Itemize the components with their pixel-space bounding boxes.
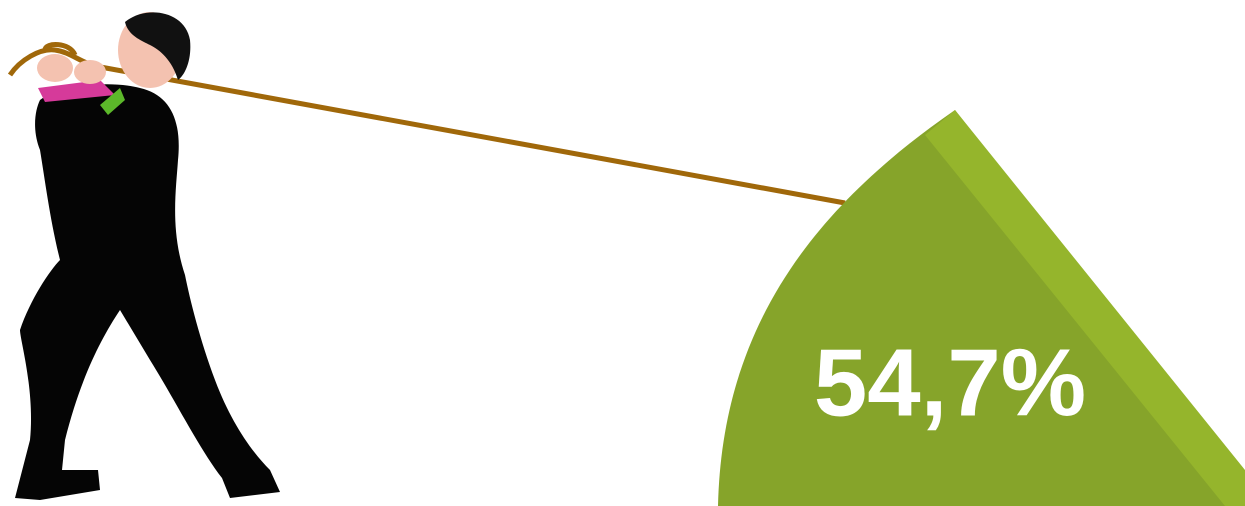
- value-label: 54,7%: [814, 329, 1086, 436]
- man-figure: [15, 12, 280, 501]
- wedge-edge: [925, 110, 1245, 506]
- pie-wedge: [718, 110, 1245, 506]
